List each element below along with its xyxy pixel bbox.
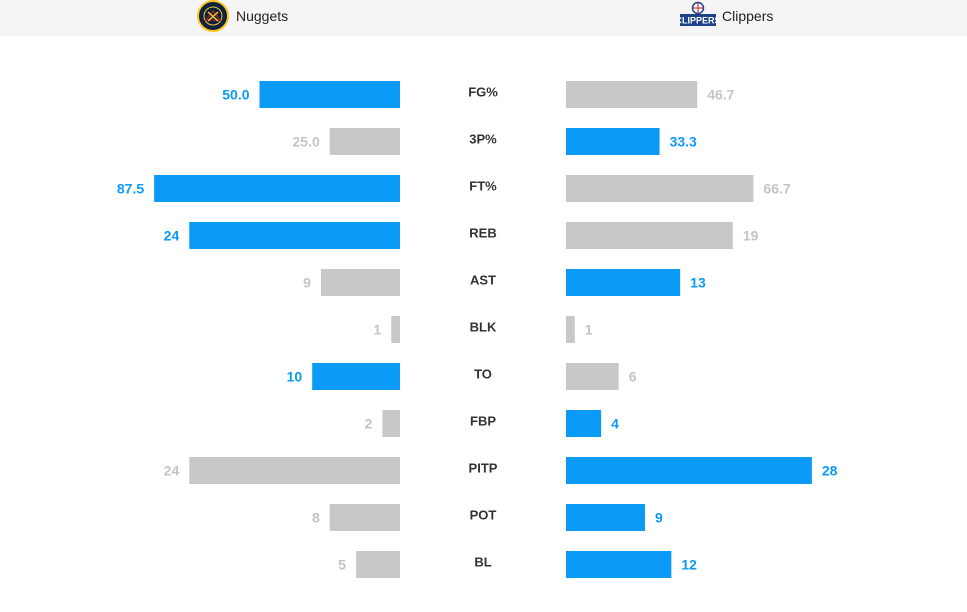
home-value-fbp: 2 — [365, 416, 373, 432]
home-bar-ast — [320, 269, 400, 296]
home-value-bl: 5 — [338, 557, 346, 573]
nuggets-logo-icon — [197, 0, 229, 32]
home-value-pot: 8 — [312, 510, 320, 526]
home-bar-fbp — [382, 410, 400, 437]
away-value-blk: 1 — [585, 322, 593, 338]
category-label-to: TO — [474, 367, 492, 382]
away-value-bl: 12 — [681, 557, 697, 573]
home-value-to: 10 — [287, 369, 303, 385]
clippers-logo-wordmark: CLIPPERS — [679, 16, 717, 26]
away-value-3p-pct: 33.3 — [670, 134, 697, 150]
category-label-pitp: PITP — [469, 461, 498, 476]
team-comparison-chart: 50.0 FG% 46.725.0 3P% 33.387.5 FT% 66.724 REB 19… — [117, 81, 838, 578]
away-value-reb: 19 — [743, 228, 759, 244]
home-bar-fg-pct — [259, 81, 400, 108]
away-bar-3p-pct — [566, 128, 660, 155]
home-bar-bl — [356, 551, 400, 578]
home-value-reb: 24 — [164, 228, 180, 244]
away-value-ft-pct: 66.7 — [763, 181, 790, 197]
away-bar-pitp — [566, 457, 812, 484]
away-bar-to — [566, 363, 619, 390]
away-value-fbp: 4 — [611, 416, 619, 432]
away-bar-reb — [566, 222, 733, 249]
home-bar-blk — [391, 316, 400, 343]
home-value-pitp: 24 — [164, 463, 180, 479]
home-bar-to — [312, 363, 400, 390]
home-bar-pitp — [189, 457, 400, 484]
home-bar-3p-pct — [329, 128, 400, 155]
away-bar-blk — [566, 316, 575, 343]
away-bar-fbp — [566, 410, 602, 437]
home-value-fg-pct: 50.0 — [222, 87, 249, 103]
category-label-reb: REB — [469, 226, 496, 241]
home-value-ft-pct: 87.5 — [117, 181, 144, 197]
home-team-name: Nuggets — [236, 8, 289, 24]
home-bar-pot — [329, 504, 400, 531]
home-team[interactable]: Nuggets — [197, 0, 288, 32]
away-bar-ast — [566, 269, 681, 296]
clippers-logo-icon: CLIPPERS — [679, 1, 717, 31]
away-value-fg-pct: 46.7 — [707, 87, 734, 103]
away-team-name: Clippers — [722, 8, 774, 24]
away-value-pitp: 28 — [822, 463, 838, 479]
home-value-3p-pct: 25.0 — [293, 134, 320, 150]
home-bar-reb — [189, 222, 400, 249]
away-value-to: 6 — [629, 369, 637, 385]
category-label-blk: BLK — [470, 320, 497, 335]
category-label-fg-pct: FG% — [468, 85, 498, 100]
category-label-fbp: FBP — [470, 414, 496, 429]
home-value-ast: 9 — [303, 275, 311, 291]
category-label-bl: BL — [474, 555, 491, 570]
category-label-ast: AST — [470, 273, 496, 288]
header-bar: Nuggets CLIPPERS Clippers — [0, 0, 967, 36]
category-label-pot: POT — [470, 508, 497, 523]
category-label-ft-pct: FT% — [469, 179, 497, 194]
away-bar-bl — [566, 551, 672, 578]
away-value-ast: 13 — [690, 275, 706, 291]
home-value-blk: 1 — [373, 322, 381, 338]
away-bar-fg-pct — [566, 81, 698, 108]
category-label-3p-pct: 3P% — [469, 132, 497, 147]
home-bar-ft-pct — [154, 175, 400, 202]
away-value-pot: 9 — [655, 510, 663, 526]
away-bar-pot — [566, 504, 646, 531]
away-team[interactable]: CLIPPERS Clippers — [679, 0, 773, 32]
away-bar-ft-pct — [566, 175, 754, 202]
